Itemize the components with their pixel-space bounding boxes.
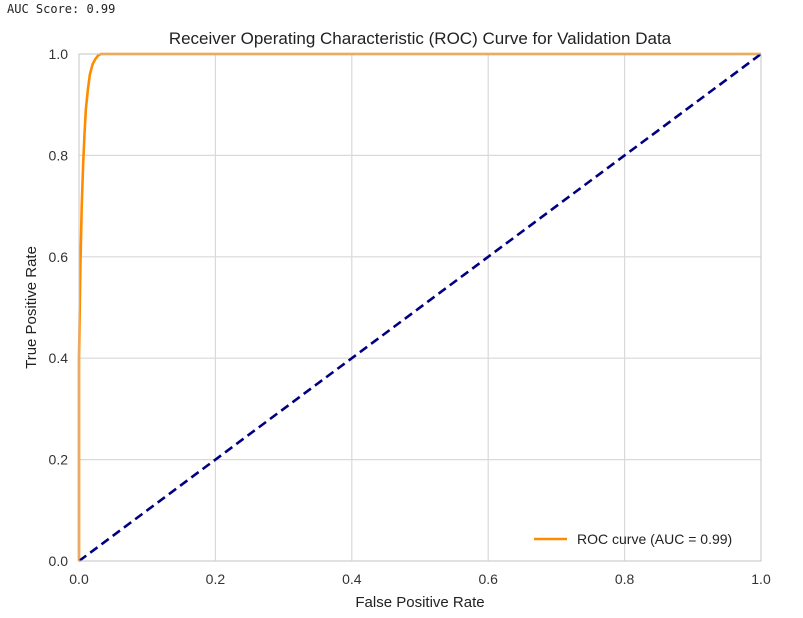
y-tick-label: 1.0 (49, 46, 69, 62)
series-group (77, 52, 762, 563)
legend-label-roc: ROC curve (AUC = 0.99) (577, 531, 732, 547)
x-tick-label: 1.0 (751, 571, 771, 587)
y-tick-label: 0.2 (49, 452, 69, 468)
random-classifier-diagonal (78, 52, 762, 563)
x-axis-label: False Positive Rate (355, 594, 484, 611)
auc-score-output: AUC Score: 0.99 (7, 2, 116, 16)
y-tick-label: 0.8 (49, 147, 69, 163)
plot-frame (78, 53, 762, 562)
y-tick-label: 0.4 (49, 350, 69, 366)
y-axis-label: True Positive Rate (23, 246, 40, 369)
x-tick-label: 0.4 (342, 571, 362, 587)
chart-title: Receiver Operating Characteristic (ROC) … (169, 29, 672, 48)
x-tick-label: 0.8 (615, 571, 635, 587)
tick-labels: 0.0 0.2 0.4 0.6 0.8 1.0 0.0 0.2 0.4 0.6 0.8 1.0 (49, 46, 771, 587)
y-tick-label: 0.6 (49, 249, 69, 265)
x-tick-label: 0.2 (206, 571, 226, 587)
y-tick-label: 0.0 (49, 553, 69, 569)
legend: ROC curve (AUC = 0.99) (534, 531, 732, 547)
x-tick-label: 0.0 (69, 571, 89, 587)
x-tick-label: 0.6 (478, 571, 498, 587)
